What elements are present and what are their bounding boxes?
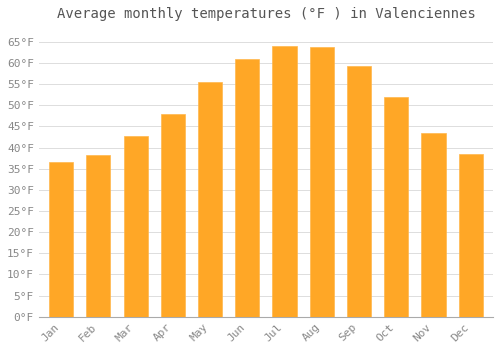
Bar [310, 47, 334, 317]
Bar [422, 133, 446, 317]
Bar [347, 66, 371, 317]
Bar [49, 162, 73, 317]
Bar [384, 97, 408, 317]
Bar [458, 154, 483, 317]
Bar [160, 114, 185, 317]
Bar [235, 59, 260, 317]
Bar [198, 82, 222, 317]
Bar [124, 136, 148, 317]
Bar [86, 155, 110, 317]
Title: Average monthly temperatures (°F ) in Valenciennes: Average monthly temperatures (°F ) in Va… [56, 7, 476, 21]
Bar [272, 46, 296, 317]
